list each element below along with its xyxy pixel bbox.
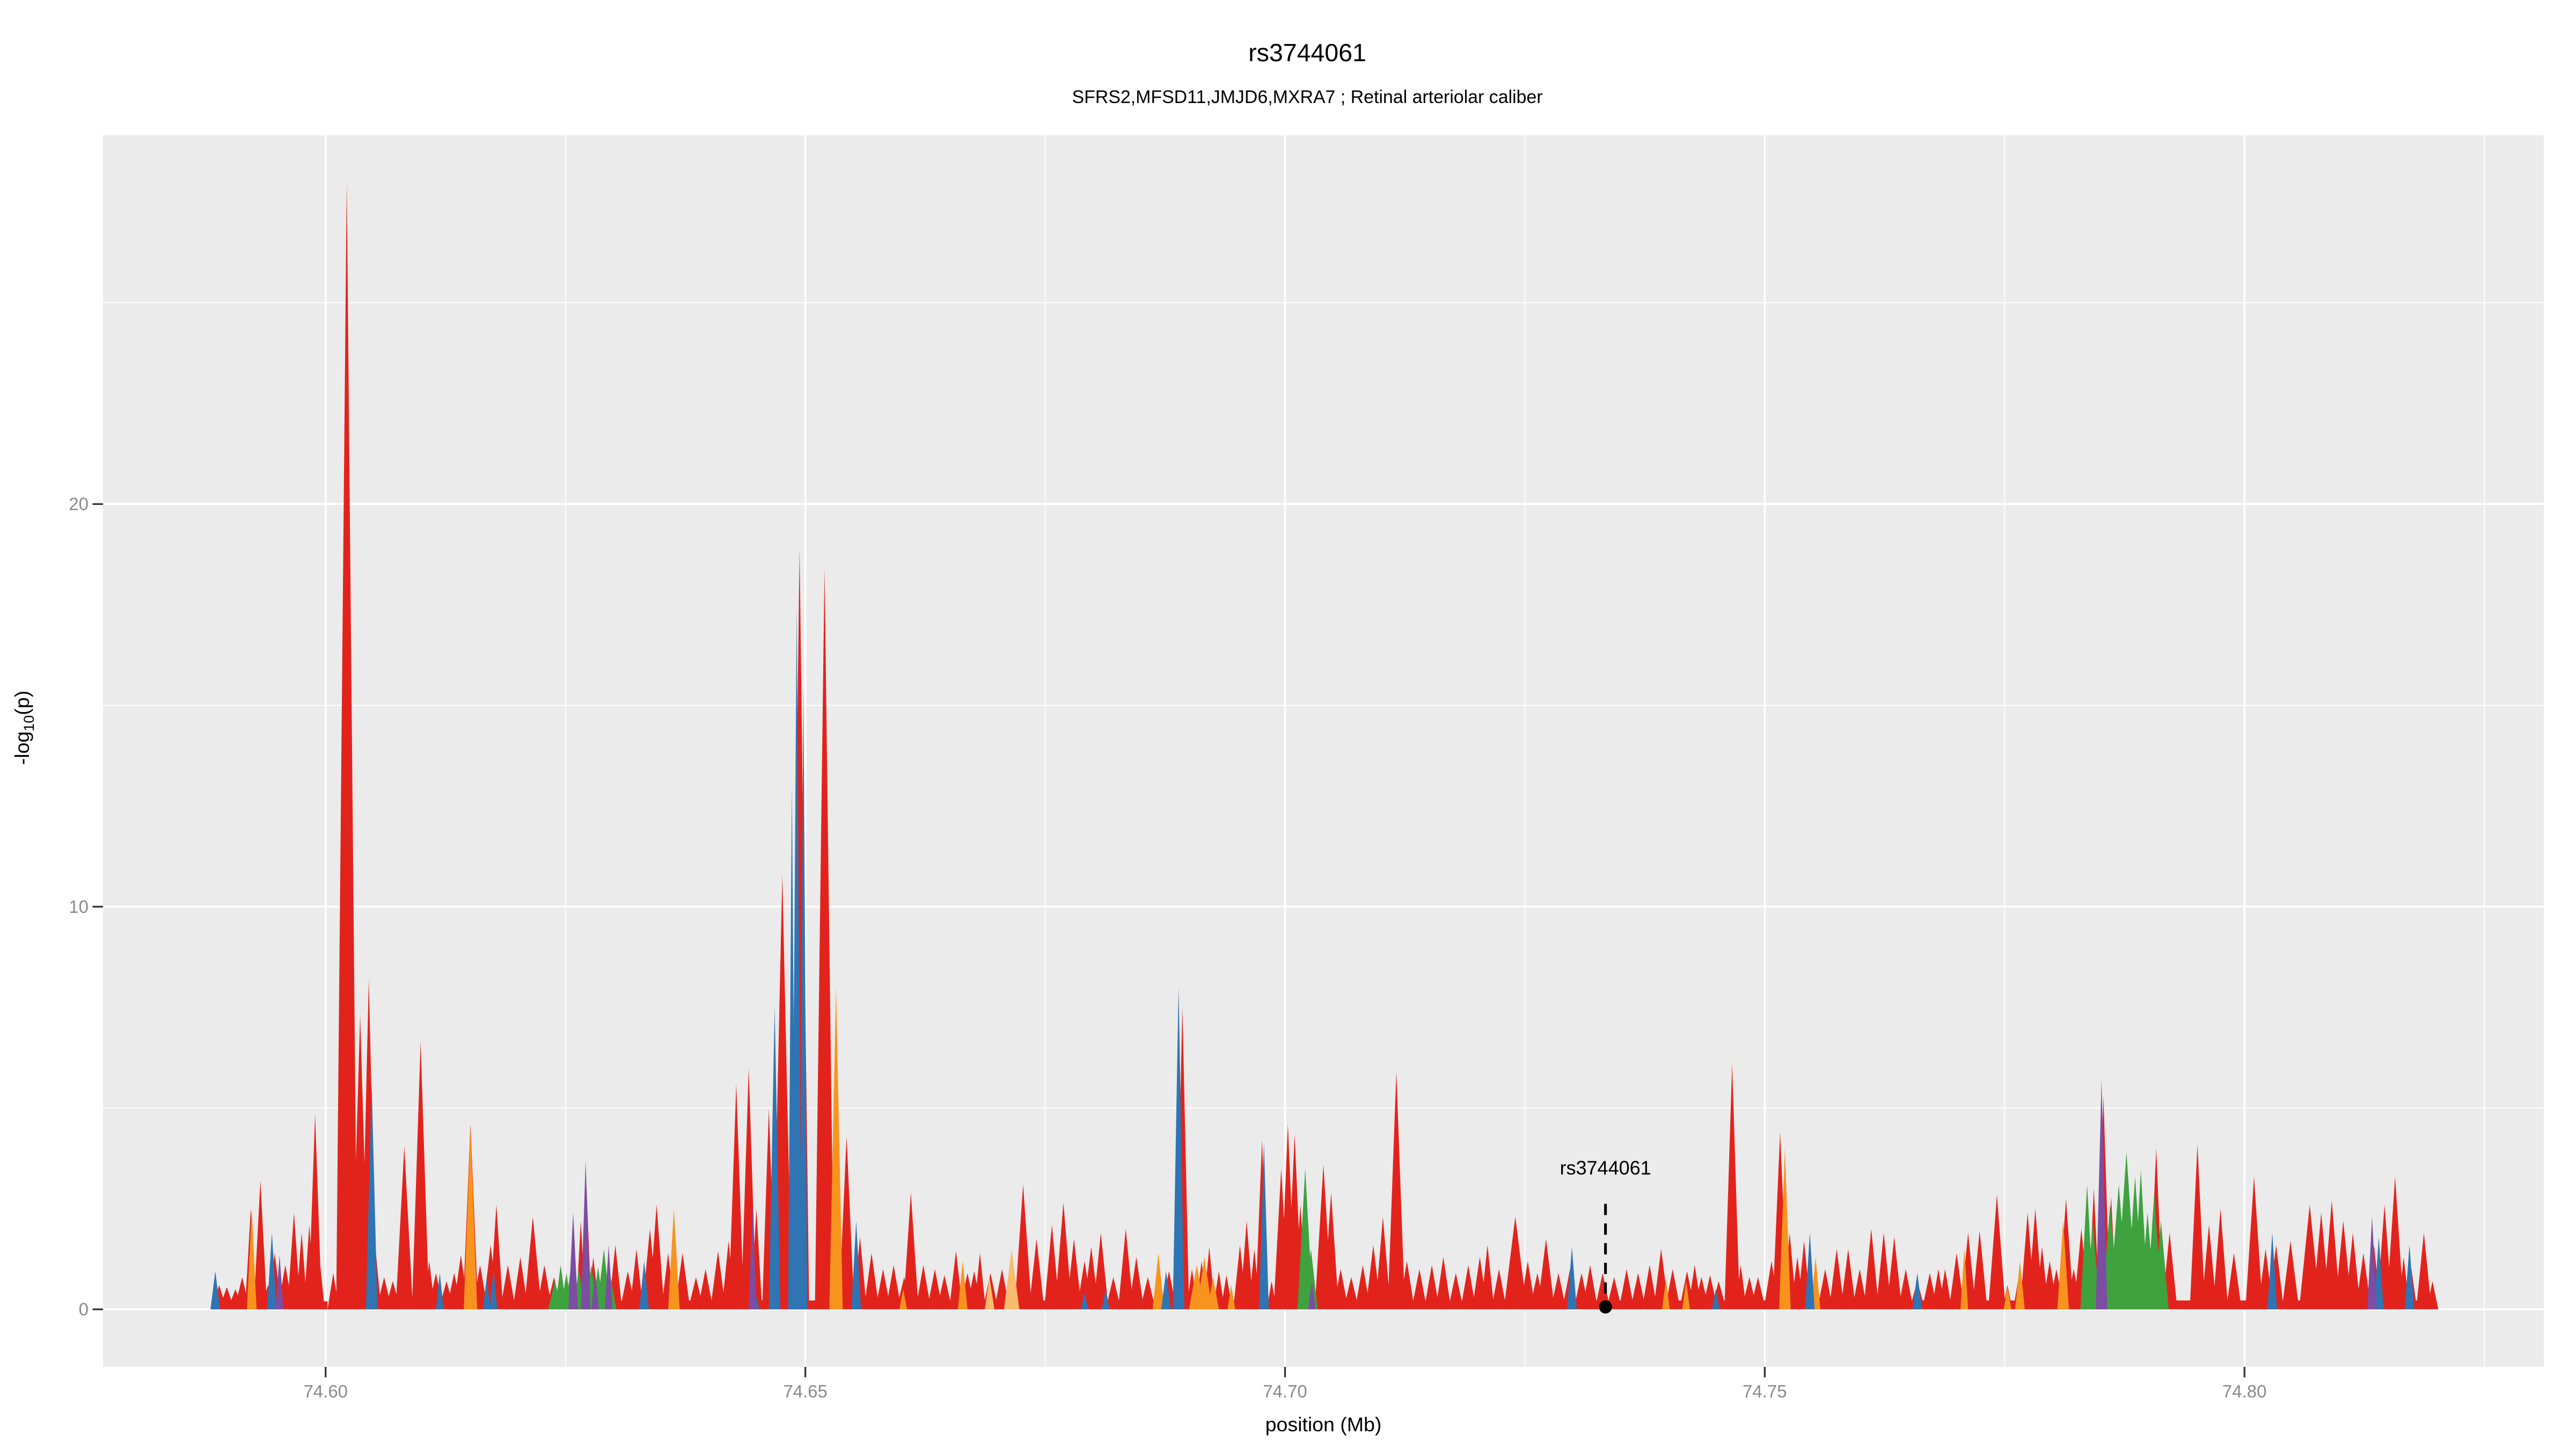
x-tick-label: 74.70	[1263, 1381, 1307, 1401]
y-tick-label: 20	[69, 494, 89, 514]
series-area-light-orange	[984, 1249, 1020, 1309]
y-tick-label: 10	[69, 897, 89, 917]
x-axis: 74.60 74.65 74.70 74.75 74.80	[303, 1367, 2267, 1401]
plot-panel-background	[103, 135, 2544, 1367]
x-tick-label: 74.80	[2222, 1381, 2267, 1401]
x-tick-label: 74.60	[303, 1381, 348, 1401]
chart-title: rs3744061	[1248, 39, 1366, 67]
x-tick-label: 74.65	[783, 1381, 828, 1401]
snp-annotation: rs3744061	[1560, 1157, 1651, 1314]
chart-subtitle: SFRS2,MFSD11,JMJD6,MXRA7 ; Retinal arter…	[1072, 87, 1542, 107]
snp-point-marker	[1599, 1300, 1612, 1314]
x-axis-title: position (Mb)	[1265, 1413, 1382, 1436]
x-tick-label: 74.75	[1743, 1381, 1787, 1401]
y-axis-title: -log10(p)	[11, 691, 37, 765]
series-light-orange	[984, 1249, 1020, 1309]
snp-label: rs3744061	[1560, 1157, 1651, 1179]
y-axis: 0 10 20	[69, 494, 103, 1319]
y-tick-label: 0	[79, 1299, 89, 1319]
